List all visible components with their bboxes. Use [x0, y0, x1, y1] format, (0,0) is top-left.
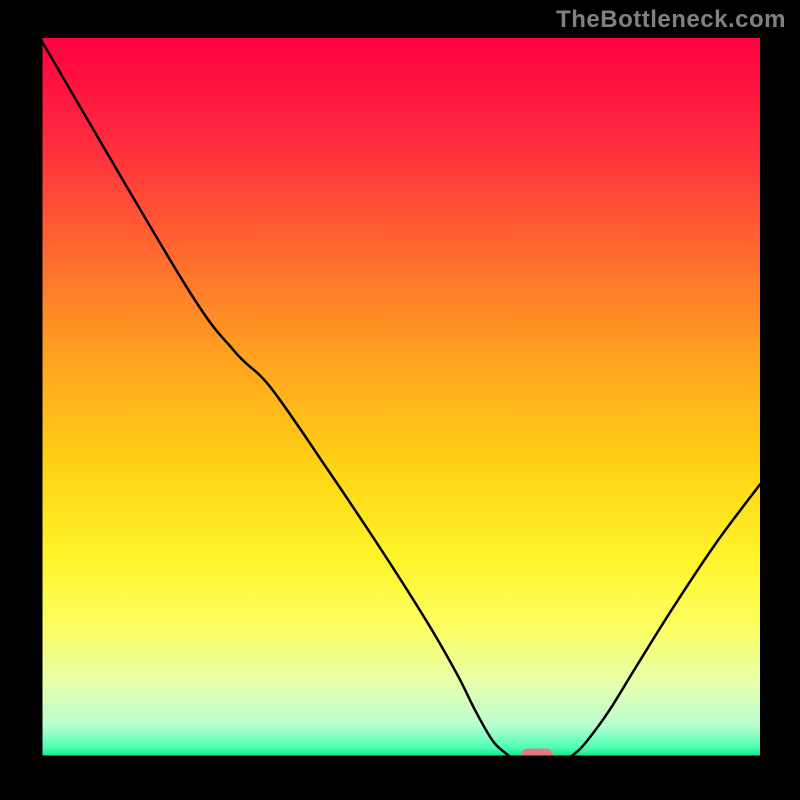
gradient-background	[40, 38, 760, 758]
watermark-text: TheBottleneck.com	[556, 6, 786, 34]
bottleneck-chart: TheBottleneck.com	[0, 0, 800, 800]
chart-svg	[40, 38, 760, 758]
plot-area	[40, 38, 760, 758]
